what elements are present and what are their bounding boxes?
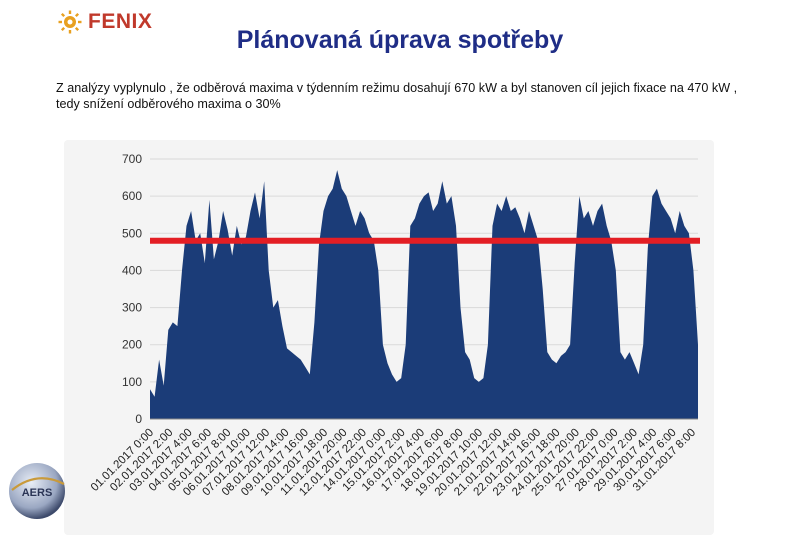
aers-globe-icon: AERS xyxy=(9,463,65,519)
y-tick-label: 700 xyxy=(122,152,142,166)
fenix-logo: FENIX xyxy=(58,10,152,34)
intro-text: Z analýzy vyplynulo , že odběrová maxima… xyxy=(56,80,796,112)
y-tick-label: 400 xyxy=(122,263,142,277)
aers-text: AERS xyxy=(22,487,53,499)
y-tick-label: 300 xyxy=(122,301,142,315)
slide-title: Plánovaná úprava spotřeby xyxy=(236,26,564,54)
aers-logo: AERS xyxy=(6,460,68,522)
y-tick-label: 100 xyxy=(122,375,142,389)
y-tick-label: 200 xyxy=(122,338,142,352)
intro-line-1: Z analýzy vyplynulo , že odběrová maxima… xyxy=(56,81,738,95)
y-tick-label: 0 xyxy=(135,412,142,426)
sun-gear-icon xyxy=(58,10,82,34)
consumption-series xyxy=(150,170,698,419)
y-axis-ticks: 0 100 200 300 400 500 600 700 xyxy=(122,152,142,426)
intro-line-2: tedy snížení odběrového maxima o 30% xyxy=(56,97,281,111)
y-tick-label: 500 xyxy=(122,226,142,240)
logo-text: FENIX xyxy=(88,10,153,33)
y-tick-label: 600 xyxy=(122,189,142,203)
